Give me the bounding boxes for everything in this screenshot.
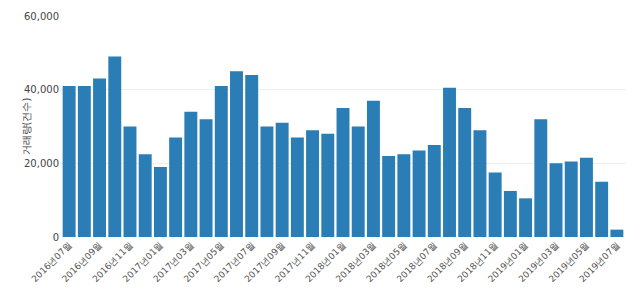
svg-text:2017년07월: 2017년07월 xyxy=(212,240,256,284)
svg-text:2019년01월: 2019년01월 xyxy=(486,240,530,284)
svg-text:2018년05월: 2018년05월 xyxy=(364,240,408,284)
svg-text:2018년07월: 2018년07월 xyxy=(395,240,439,284)
svg-text:2019년07월: 2019년07월 xyxy=(577,240,621,284)
svg-text:2016년07월: 2016년07월 xyxy=(30,240,74,284)
svg-text:2018년11월: 2018년11월 xyxy=(456,240,500,284)
svg-text:2016년09월: 2016년09월 xyxy=(60,240,104,284)
svg-text:2016년11월: 2016년11월 xyxy=(90,240,134,284)
svg-text:20,000: 20,000 xyxy=(24,158,59,169)
svg-text:거래량(건수): 거래량(건수) xyxy=(21,98,32,156)
svg-text:2017년03월: 2017년03월 xyxy=(151,240,195,284)
svg-text:2017년05월: 2017년05월 xyxy=(182,240,226,284)
svg-text:2017년01월: 2017년01월 xyxy=(121,240,165,284)
svg-text:2017년11월: 2017년11월 xyxy=(273,240,317,284)
svg-text:40,000: 40,000 xyxy=(24,84,59,95)
svg-text:0: 0 xyxy=(53,232,59,243)
svg-text:2019년03월: 2019년03월 xyxy=(517,240,561,284)
svg-text:2018년09월: 2018년09월 xyxy=(425,240,469,284)
svg-text:60,000: 60,000 xyxy=(24,11,59,22)
svg-text:2018년01월: 2018년01월 xyxy=(304,240,348,284)
svg-text:2017년09월: 2017년09월 xyxy=(243,240,287,284)
svg-text:2018년03월: 2018년03월 xyxy=(334,240,378,284)
svg-text:2019년05월: 2019년05월 xyxy=(547,240,591,284)
